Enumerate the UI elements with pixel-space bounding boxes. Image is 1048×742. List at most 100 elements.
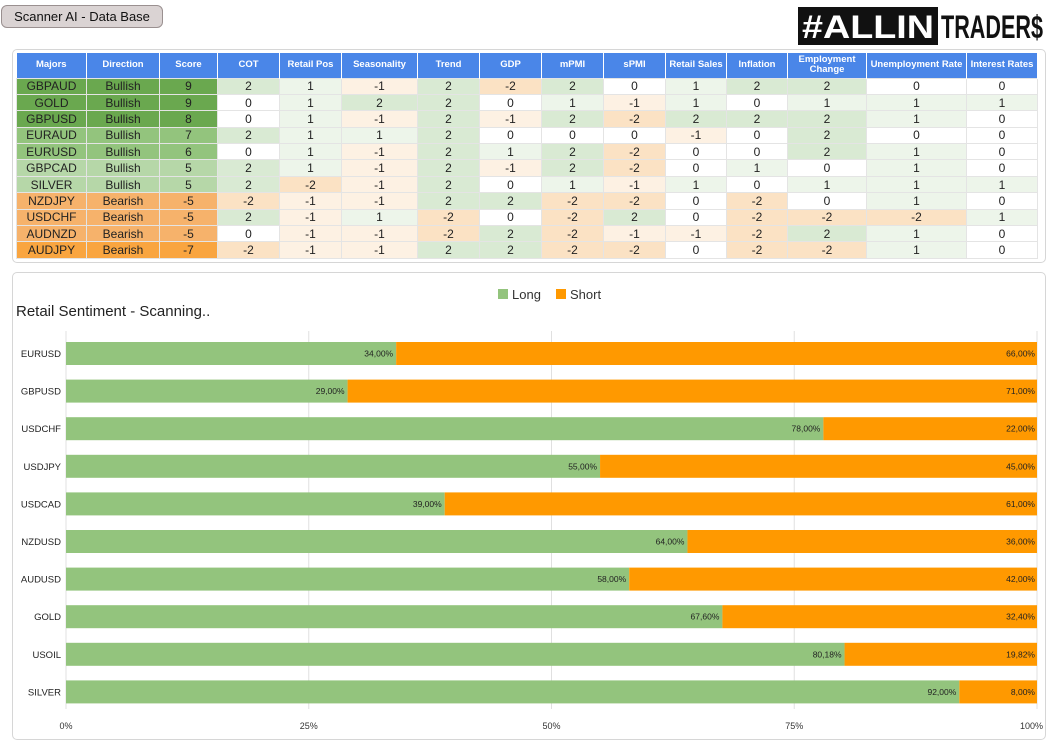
factor-cell: -2 [603,110,666,128]
factor-cell: -2 [417,208,480,227]
factor-cell: -1 [279,208,342,227]
table-row: NZDJPY Bearish -5 -2 -1 -1 2 2 -2 -2 0 -2 0 1 0 [16,192,1038,210]
factor-cell: -2 [217,192,280,210]
factor-cell: 0 [787,159,867,177]
factor-cell: -2 [279,175,342,194]
factor-cell: -2 [787,208,867,227]
factor-cell: 1 [866,143,967,161]
direction-cell: Bullish [86,93,160,112]
factor-cell: -1 [479,110,542,128]
factor-cell: 1 [279,93,342,112]
factor-cell: 2 [217,77,280,95]
factor-cell: 2 [787,225,867,243]
symbol-cell: NZDJPY [16,192,87,210]
direction-cell: Bearish [86,225,160,243]
table-row: SILVER Bullish 5 2 -2 -1 2 0 1 -1 1 0 1 1 1 [16,175,1038,194]
column-header: Retail Pos [279,53,342,78]
factor-cell: -2 [603,192,666,210]
bar-short [444,492,1037,516]
factor-cell: 0 [665,208,727,227]
factor-cell: -2 [866,208,967,227]
factor-cell: 1 [541,93,604,112]
brand-logo: #ALLIN TRADER$ [798,7,1044,45]
factor-cell: 1 [966,93,1038,112]
factor-cell: -1 [341,241,418,259]
data-label-short: 61,00% [1006,499,1035,509]
bar-long [66,642,845,666]
data-label-long: 58,00% [597,574,626,584]
factor-cell: -1 [665,126,727,145]
factor-cell: -2 [787,241,867,259]
factor-cell: 0 [866,77,967,95]
score-cell: 9 [159,77,218,95]
direction-cell: Bullish [86,159,160,177]
bar-long [66,379,348,403]
factor-cell: 1 [866,93,967,112]
factor-cell: 2 [217,126,280,145]
column-header: Inflation [726,53,788,78]
factor-cell: 2 [603,208,666,227]
factor-cell: 1 [966,175,1038,194]
factor-cell: 1 [665,175,727,194]
factor-cell: 2 [541,143,604,161]
table-row: AUDJPY Bearish -7 -2 -1 -1 2 2 -2 -2 0 -2 -2 1 0 [16,241,1038,259]
data-label-short: 22,00% [1006,424,1035,434]
table-row: GBPUSD Bullish 8 0 1 -1 2 -1 2 -2 2 2 2 1 0 [16,110,1038,128]
score-cell: -5 [159,225,218,243]
data-label-short: 32,40% [1006,612,1035,622]
bar-long [66,454,601,478]
category-label: NZDUSD [21,537,61,548]
data-label-short: 42,00% [1006,574,1035,584]
factor-cell: -2 [541,192,604,210]
table-row: EURUSD Bullish 6 0 1 -1 2 1 2 -2 0 0 2 1 0 [16,143,1038,161]
factor-cell: -2 [217,241,280,259]
score-cell: -7 [159,241,218,259]
factor-cell: 0 [665,241,727,259]
factor-cell: 0 [966,110,1038,128]
x-tick-label: 25% [300,721,318,731]
factor-cell: 1 [866,241,967,259]
data-label-long: 34,00% [364,349,393,359]
factor-cell: -2 [603,159,666,177]
direction-cell: Bearish [86,192,160,210]
factor-cell: 2 [417,143,480,161]
factor-cell: 1 [279,126,342,145]
factor-cell: 2 [787,110,867,128]
factor-cell: 2 [417,77,480,95]
data-label-long: 92,00% [927,687,956,697]
factor-cell: 0 [726,126,788,145]
score-cell: -5 [159,208,218,227]
factor-cell: 2 [417,241,480,259]
factor-cell: 2 [217,175,280,194]
bar-short [823,417,1037,441]
bar-long [66,492,445,516]
factor-cell: 0 [966,225,1038,243]
direction-cell: Bearish [86,208,160,227]
factor-cell: 2 [341,93,418,112]
x-tick-label: 50% [542,721,560,731]
retail-sentiment-chart-panel: Retail Sentiment - Scanning.. Long Short EU… [12,272,1046,740]
score-cell: 6 [159,143,218,161]
factor-cell: -1 [341,143,418,161]
bar-short [629,567,1037,591]
data-label-long: 80,18% [813,649,842,659]
table-header-row: Majors Direction Score COT Retail Pos Seasona… [16,53,1038,78]
direction-cell: Bullish [86,77,160,95]
factor-cell: 0 [479,175,542,194]
app-title-button[interactable]: Scanner AI - Data Base [1,5,163,28]
category-label: USOIL [32,650,61,661]
data-label-long: 78,00% [792,424,821,434]
factor-cell: -1 [341,192,418,210]
symbol-cell: AUDJPY [16,241,87,259]
bar-short [600,454,1037,478]
factor-cell: 1 [866,110,967,128]
factor-cell: 1 [665,77,727,95]
factor-cell: 0 [217,143,280,161]
table-row: GBPAUD Bullish 9 2 1 -1 2 -2 2 0 1 2 2 0 0 [16,77,1038,95]
legend-swatch-short [556,289,566,299]
factor-cell: 0 [966,143,1038,161]
factor-cell: 2 [217,208,280,227]
data-label-long: 29,00% [316,386,345,396]
factor-cell: 2 [417,159,480,177]
factor-cell: -1 [603,175,666,194]
